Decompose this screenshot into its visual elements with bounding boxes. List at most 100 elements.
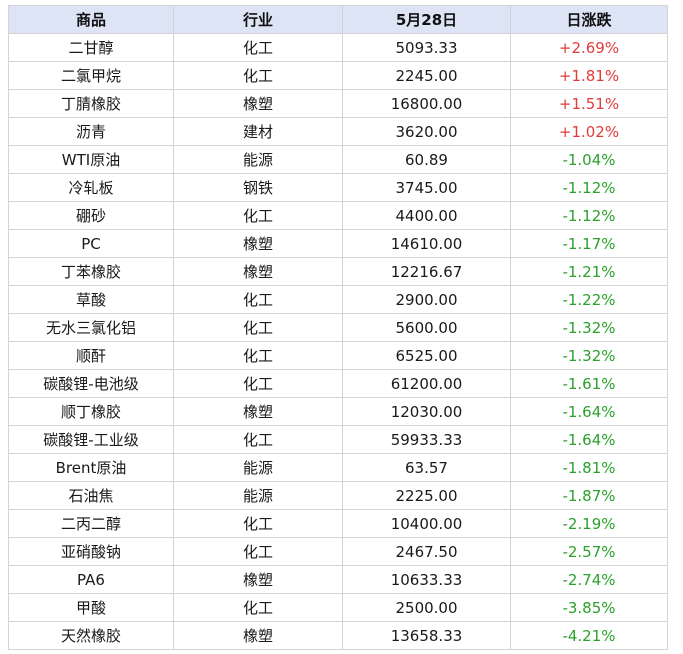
cell-change: -1.87% <box>510 481 668 510</box>
cell-change: -1.12% <box>510 173 668 202</box>
cell-industry: 化工 <box>173 61 343 90</box>
cell-price: 10633.33 <box>342 565 511 594</box>
cell-industry: 化工 <box>173 369 343 398</box>
cell-commodity: 甲酸 <box>8 593 174 622</box>
cell-commodity: 沥青 <box>8 117 174 146</box>
table-row: 无水三氯化铝 化工 5600.00 -1.32% <box>8 313 668 342</box>
table-row: PC 橡塑 14610.00 -1.17% <box>8 229 668 258</box>
cell-change: -1.04% <box>510 145 668 174</box>
table-row: 冷轧板 钢铁 3745.00 -1.12% <box>8 173 668 202</box>
cell-price: 10400.00 <box>342 509 511 538</box>
table-row: 硼砂 化工 4400.00 -1.12% <box>8 201 668 230</box>
cell-commodity: 二丙二醇 <box>8 509 174 538</box>
cell-change: -1.32% <box>510 313 668 342</box>
table-body: 二甘醇 化工 5093.33 +2.69% 二氯甲烷 化工 2245.00 +1… <box>8 33 668 650</box>
table-row: 二丙二醇 化工 10400.00 -2.19% <box>8 509 668 538</box>
cell-price: 2225.00 <box>342 481 511 510</box>
cell-industry: 建材 <box>173 117 343 146</box>
cell-commodity: 二甘醇 <box>8 33 174 62</box>
cell-commodity: Brent原油 <box>8 453 174 482</box>
cell-commodity: WTI原油 <box>8 145 174 174</box>
cell-commodity: 顺酐 <box>8 341 174 370</box>
cell-change: -1.64% <box>510 425 668 454</box>
table-row: 二甘醇 化工 5093.33 +2.69% <box>8 33 668 62</box>
table-row: 丁苯橡胶 橡塑 12216.67 -1.21% <box>8 257 668 286</box>
cell-price: 12216.67 <box>342 257 511 286</box>
table-row: 甲酸 化工 2500.00 -3.85% <box>8 593 668 622</box>
table-row: Brent原油 能源 63.57 -1.81% <box>8 453 668 482</box>
cell-industry: 橡塑 <box>173 89 343 118</box>
cell-change: -3.85% <box>510 593 668 622</box>
commodity-price-table: 商品 行业 5月28日 日涨跌 二甘醇 化工 5093.33 +2.69% 二氯… <box>8 5 668 650</box>
table-row: 石油焦 能源 2225.00 -1.87% <box>8 481 668 510</box>
cell-industry: 能源 <box>173 145 343 174</box>
cell-industry: 化工 <box>173 285 343 314</box>
cell-industry: 能源 <box>173 481 343 510</box>
cell-price: 4400.00 <box>342 201 511 230</box>
cell-industry: 橡塑 <box>173 257 343 286</box>
cell-commodity: 丁腈橡胶 <box>8 89 174 118</box>
cell-commodity: 无水三氯化铝 <box>8 313 174 342</box>
column-header-industry: 行业 <box>173 5 343 34</box>
table-row: 碳酸锂-工业级 化工 59933.33 -1.64% <box>8 425 668 454</box>
cell-change: -2.19% <box>510 509 668 538</box>
cell-price: 13658.33 <box>342 621 511 650</box>
cell-change: -1.64% <box>510 397 668 426</box>
column-header-change: 日涨跌 <box>510 5 668 34</box>
table-header: 商品 行业 5月28日 日涨跌 <box>8 5 668 34</box>
cell-change: +1.51% <box>510 89 668 118</box>
cell-change: -2.74% <box>510 565 668 594</box>
cell-change: +2.69% <box>510 33 668 62</box>
cell-change: -1.21% <box>510 257 668 286</box>
cell-commodity: 冷轧板 <box>8 173 174 202</box>
cell-change: -1.61% <box>510 369 668 398</box>
cell-change: -4.21% <box>510 621 668 650</box>
cell-industry: 化工 <box>173 33 343 62</box>
cell-price: 5600.00 <box>342 313 511 342</box>
table-row: 草酸 化工 2900.00 -1.22% <box>8 285 668 314</box>
cell-price: 3745.00 <box>342 173 511 202</box>
cell-price: 61200.00 <box>342 369 511 398</box>
cell-price: 60.89 <box>342 145 511 174</box>
cell-commodity: 天然橡胶 <box>8 621 174 650</box>
column-header-date: 5月28日 <box>342 5 511 34</box>
table-row: 丁腈橡胶 橡塑 16800.00 +1.51% <box>8 89 668 118</box>
cell-industry: 化工 <box>173 509 343 538</box>
cell-industry: 能源 <box>173 453 343 482</box>
table-row: 亚硝酸钠 化工 2467.50 -2.57% <box>8 537 668 566</box>
cell-commodity: 顺丁橡胶 <box>8 397 174 426</box>
cell-commodity: 亚硝酸钠 <box>8 537 174 566</box>
cell-change: +1.81% <box>510 61 668 90</box>
cell-change: -2.57% <box>510 537 668 566</box>
table-row: 顺丁橡胶 橡塑 12030.00 -1.64% <box>8 397 668 426</box>
cell-industry: 橡塑 <box>173 397 343 426</box>
cell-change: -1.81% <box>510 453 668 482</box>
cell-change: -1.32% <box>510 341 668 370</box>
cell-commodity: 丁苯橡胶 <box>8 257 174 286</box>
cell-commodity: 硼砂 <box>8 201 174 230</box>
cell-price: 3620.00 <box>342 117 511 146</box>
header-row: 商品 行业 5月28日 日涨跌 <box>8 5 668 34</box>
cell-commodity: PA6 <box>8 565 174 594</box>
cell-price: 2500.00 <box>342 593 511 622</box>
cell-industry: 化工 <box>173 341 343 370</box>
cell-price: 16800.00 <box>342 89 511 118</box>
table-row: 沥青 建材 3620.00 +1.02% <box>8 117 668 146</box>
cell-price: 63.57 <box>342 453 511 482</box>
cell-commodity: 二氯甲烷 <box>8 61 174 90</box>
table-row: 天然橡胶 橡塑 13658.33 -4.21% <box>8 621 668 650</box>
table-row: 碳酸锂-电池级 化工 61200.00 -1.61% <box>8 369 668 398</box>
cell-price: 12030.00 <box>342 397 511 426</box>
cell-industry: 化工 <box>173 313 343 342</box>
cell-industry: 化工 <box>173 593 343 622</box>
cell-price: 14610.00 <box>342 229 511 258</box>
cell-price: 5093.33 <box>342 33 511 62</box>
table-row: 二氯甲烷 化工 2245.00 +1.81% <box>8 61 668 90</box>
cell-commodity: 碳酸锂-工业级 <box>8 425 174 454</box>
cell-commodity: 石油焦 <box>8 481 174 510</box>
cell-commodity: 草酸 <box>8 285 174 314</box>
cell-price: 2900.00 <box>342 285 511 314</box>
cell-industry: 化工 <box>173 425 343 454</box>
cell-change: -1.17% <box>510 229 668 258</box>
